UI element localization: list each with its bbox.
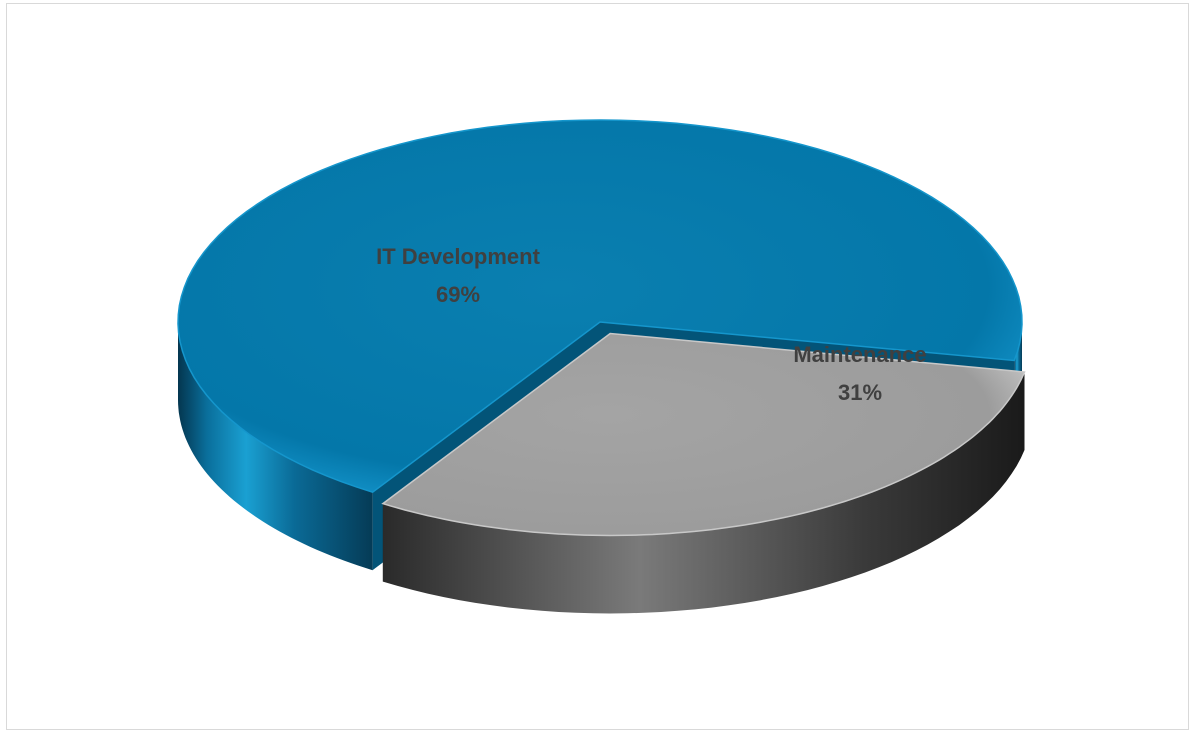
pie-slices [177,119,1026,614]
slice-category-label: IT Development [376,244,540,269]
slice-top-face [177,119,1023,494]
slice-side-wall [178,322,373,571]
slice-category-label: Maintenance [793,342,926,367]
pie-labels: IT Development 69% Maintenance 31% [376,244,927,405]
slice-percent-label: 31% [838,380,882,405]
slice-top-face [381,332,1026,537]
pie-slice-maintenance [381,332,1026,614]
slice-percent-label: 69% [436,282,480,307]
slice-side-wall [382,372,1025,614]
